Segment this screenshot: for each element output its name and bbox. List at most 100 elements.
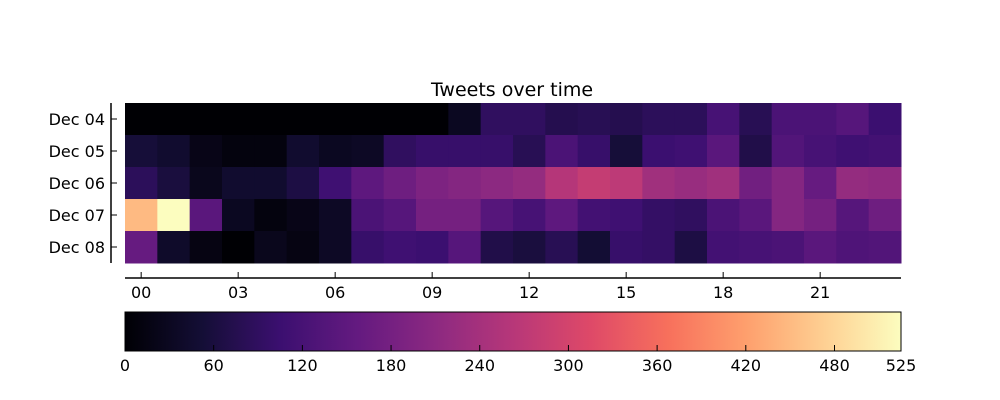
heatmap-cell	[286, 231, 320, 264]
heatmap-cell	[642, 231, 676, 264]
heatmap-cell	[642, 103, 676, 136]
colorbar-tick-label: 480	[819, 356, 850, 375]
heatmap-cell	[545, 231, 579, 264]
y-axis: Dec 04 Dec 05 Dec 06 Dec 07 Dec 08	[49, 103, 117, 263]
heatmap-cell	[157, 103, 191, 136]
heatmap-cell	[804, 103, 837, 136]
heatmap-cell	[254, 135, 288, 168]
heatmap-cell	[319, 103, 352, 136]
heatmap-cell	[642, 135, 676, 168]
heatmap-cell	[836, 199, 870, 232]
heatmap-cell	[804, 167, 837, 200]
heatmap-cell	[125, 199, 158, 232]
colorbar-tick-label: 525	[886, 356, 917, 375]
heatmap-cell	[319, 199, 352, 232]
heatmap-cell	[157, 135, 191, 168]
heatmap-cell	[707, 199, 740, 232]
heatmap-cell	[513, 103, 546, 136]
x-tick-label: 09	[422, 283, 442, 302]
heatmap-cell	[319, 135, 352, 168]
heatmap-cell	[351, 103, 385, 136]
x-tick-label: 21	[810, 283, 830, 302]
heatmap-cell	[157, 199, 191, 232]
x-tick-label: 00	[131, 283, 151, 302]
heatmap-cell	[254, 199, 288, 232]
heatmap-cell	[286, 167, 320, 200]
heatmap-cell	[125, 103, 158, 136]
heatmap-cell	[610, 103, 643, 136]
heatmap-cell	[416, 103, 449, 136]
heatmap-cell	[448, 103, 482, 136]
heatmap-cell	[383, 103, 417, 136]
heatmap-cell	[319, 167, 352, 200]
heatmap-cell	[480, 103, 514, 136]
colorbar-tick-label: 180	[376, 356, 407, 375]
heatmap-cell	[286, 103, 320, 136]
heatmap-cell	[286, 199, 320, 232]
heatmap-cell	[351, 167, 385, 200]
heatmap-cell	[480, 135, 514, 168]
heatmap-cell	[577, 135, 611, 168]
heatmap-cell	[577, 199, 611, 232]
heatmap-cell	[222, 103, 255, 136]
heatmap-cell	[125, 135, 158, 168]
heatmap-cell	[125, 167, 158, 200]
colorbar: 0 60 120 180 240 300 360 420 480 525	[120, 311, 917, 375]
heatmap-cell	[739, 167, 773, 200]
heatmap-cell	[836, 167, 870, 200]
heatmap-cell	[351, 135, 385, 168]
x-axis: 00 03 06 09 12 15 18 21	[125, 272, 901, 302]
heatmap-cell	[739, 135, 773, 168]
heatmap-cell	[836, 231, 870, 264]
heatmap-cell	[416, 231, 449, 264]
heatmap-cell	[836, 103, 870, 136]
heatmap-cell	[254, 167, 288, 200]
heatmap-cell	[448, 167, 482, 200]
heatmap-cell	[707, 103, 740, 136]
heatmap-cell	[319, 231, 352, 264]
heatmap-cell	[254, 231, 288, 264]
heatmap-cell	[707, 135, 740, 168]
y-tick-label: Dec 08	[49, 238, 105, 257]
heatmap-cell	[513, 231, 546, 264]
heatmap-cell	[383, 199, 417, 232]
heatmap-cell	[125, 231, 158, 264]
heatmap-cell	[448, 199, 482, 232]
heatmap-cell	[416, 199, 449, 232]
heatmap-cell	[480, 199, 514, 232]
heatmap-cell	[610, 167, 643, 200]
heatmap-cell	[610, 231, 643, 264]
x-tick-label: 03	[228, 283, 248, 302]
heatmap-cell	[416, 135, 449, 168]
heatmap-cell	[383, 167, 417, 200]
colorbar-tick-label: 240	[464, 356, 495, 375]
heatmap-cell	[804, 199, 837, 232]
heatmap-cell	[707, 167, 740, 200]
heatmap-cell	[868, 167, 902, 200]
heatmap-cell	[868, 103, 902, 136]
heatmap-cell	[545, 167, 579, 200]
heatmap-cell	[351, 199, 385, 232]
heatmap-cell	[448, 135, 482, 168]
heatmap-cell	[189, 199, 223, 232]
x-tick-label: 12	[519, 283, 539, 302]
heatmap-cell	[674, 135, 708, 168]
heatmap-cell	[286, 135, 320, 168]
heatmap-cell	[642, 167, 676, 200]
colorbar-tick-label: 60	[204, 356, 224, 375]
heatmap-cell	[222, 231, 255, 264]
colorbar-tick-label: 300	[553, 356, 584, 375]
heatmap-cell	[448, 231, 482, 264]
heatmap-cell	[480, 167, 514, 200]
heatmap-cell	[771, 167, 805, 200]
colorbar-tick-label: 420	[731, 356, 762, 375]
heatmap-cell	[804, 135, 837, 168]
heatmap-cell	[545, 199, 579, 232]
heatmap-cell	[739, 199, 773, 232]
heatmap-cell	[513, 199, 546, 232]
heatmap-cell	[157, 167, 191, 200]
heatmap-cell	[513, 167, 546, 200]
heatmap-cell	[222, 199, 255, 232]
heatmap-cell	[480, 231, 514, 264]
